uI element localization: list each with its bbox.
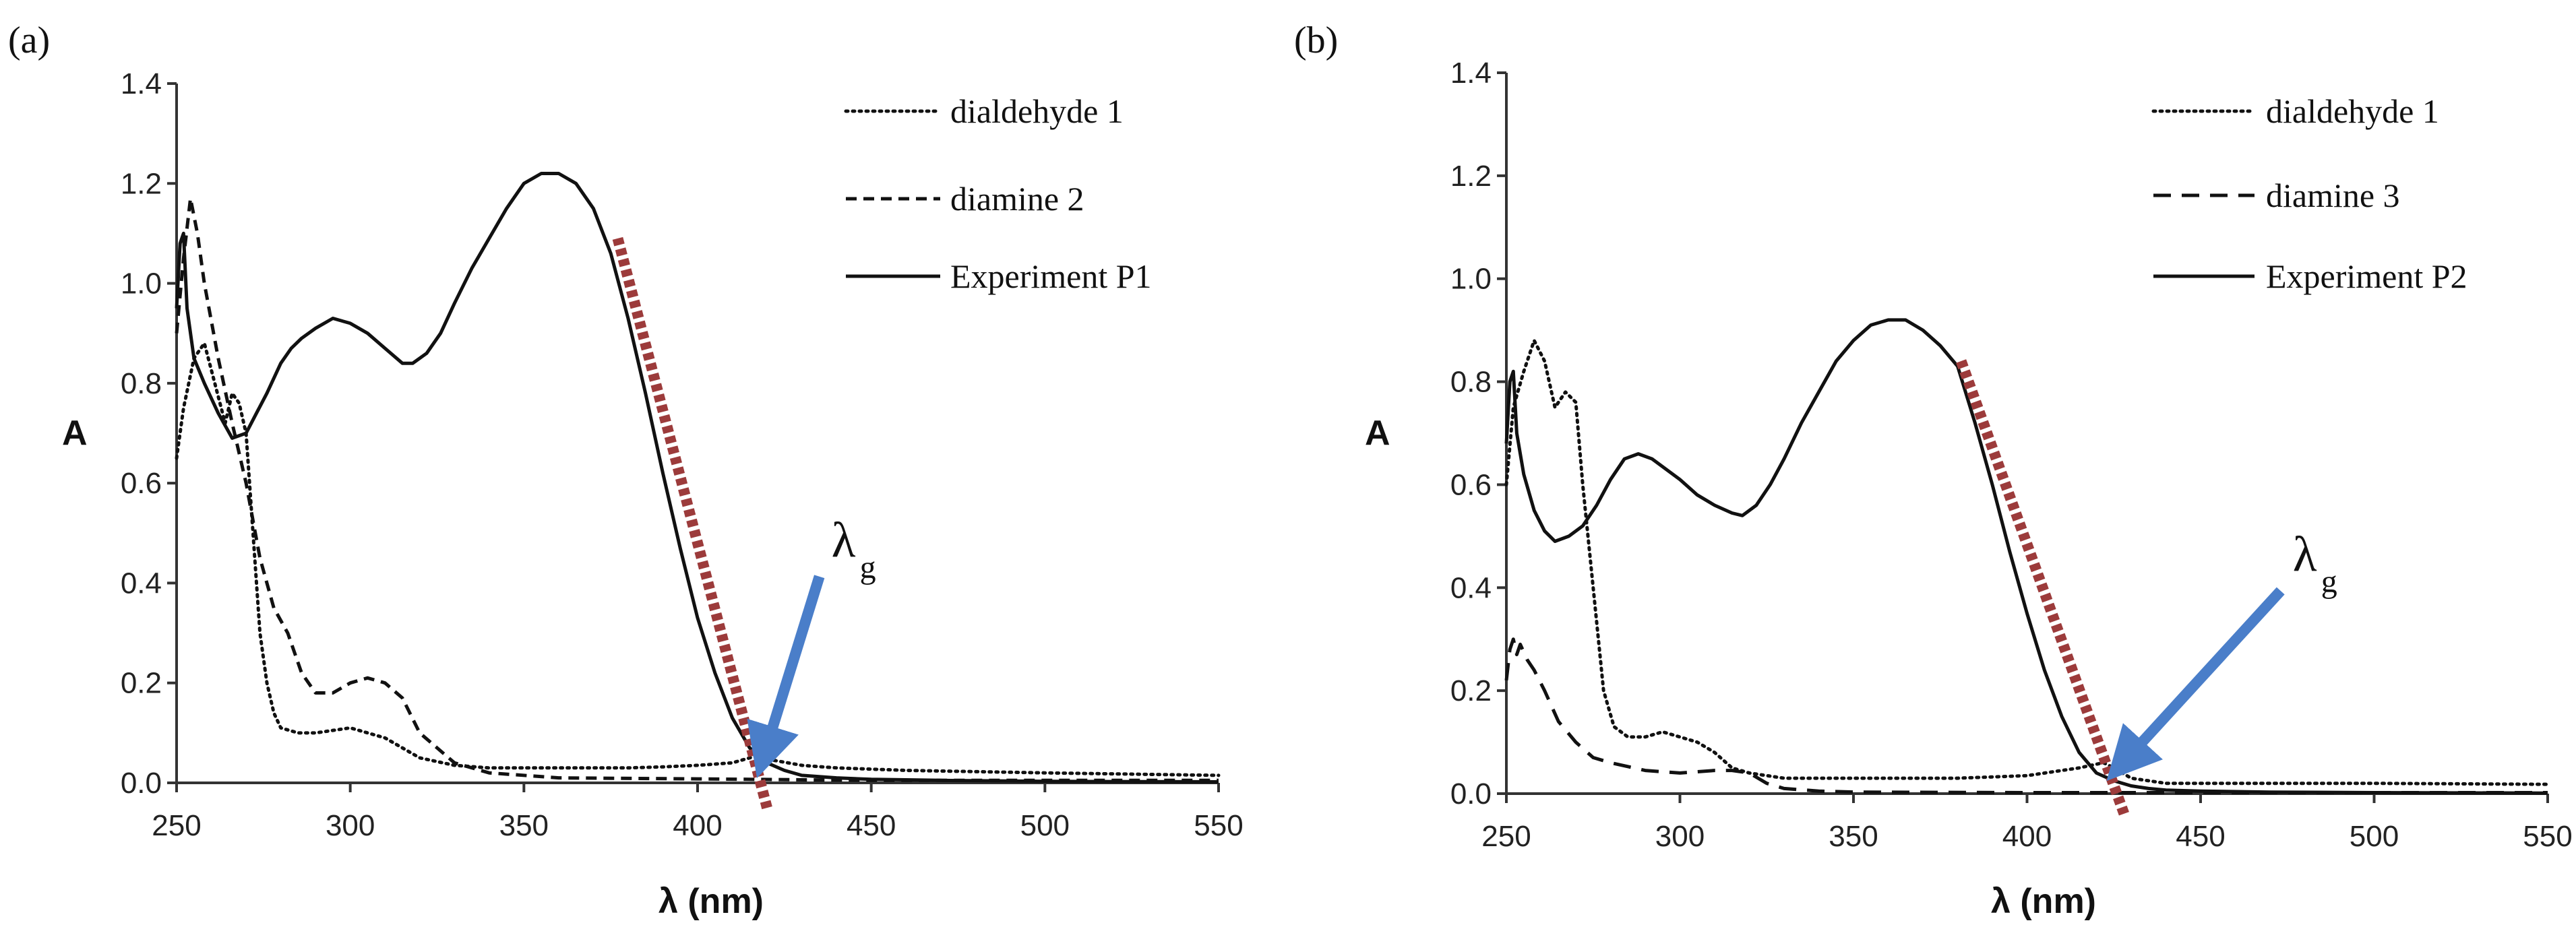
series-line-dialdehyde-1 [1504,338,2550,786]
lambda-g-annotation: λ g [832,513,876,585]
y-axis-label: A [62,414,88,453]
panel-label: (b) [1294,20,1338,61]
y-tick-labels: 0.0 0.2 0.4 0.6 0.8 1.0 1.2 1.4 [1450,57,1492,810]
legend-label-experiment-p1: Experiment P1 [950,257,1152,295]
lambda-g-annotation: λ g [2293,527,2337,600]
x-tick-label: 500 [1020,809,1070,842]
x-tick-label: 400 [673,809,722,842]
x-tick-label: 400 [2002,820,2052,853]
chart-panel-b: (b) 0.0 0.2 0.4 0.6 0.8 1.0 1.2 1.4 250 300 350 40… [1294,20,2573,921]
x-tick-label: 500 [2350,820,2399,853]
lambda-g-subscript: g [860,550,876,585]
tick-marks [1497,71,2549,803]
x-tick-label: 350 [1829,820,1878,853]
legend-label-diamine-3: diamine 3 [2266,177,2400,214]
series-line-diamine-3 [1504,637,2548,794]
y-axis-label: A [1365,414,1390,453]
lambda-g-subscript: g [2321,564,2337,600]
x-tick-label: 450 [847,809,896,842]
lambda-g-symbol: λ [832,513,856,568]
legend: dialdehyde 1 diamine 2 Experiment P1 [844,92,1152,295]
x-tick-labels: 250 300 350 400 450 500 550 [152,809,1243,842]
tick-marks [167,82,1220,792]
y-tick-label: 1.2 [1450,160,1492,193]
y-tick-label: 0.4 [1450,571,1492,604]
series-line-diamine-2 [175,197,1219,782]
x-tick-label: 550 [1194,809,1243,842]
x-axis-label: λ (nm) [1991,882,2096,921]
y-tick-label: 0.4 [121,567,162,600]
y-tick-label: 0.2 [1450,674,1492,707]
x-tick-label: 450 [2176,820,2225,853]
y-tick-label: 1.0 [121,267,162,300]
x-axis-label: λ (nm) [658,882,764,921]
x-tick-label: 300 [326,809,375,842]
lambda-g-arrow [747,575,825,779]
lambda-g-arrow [2106,587,2285,782]
tangent-line [1956,359,2130,817]
legend-label-diamine-2: diamine 2 [950,180,1084,218]
x-tick-label: 300 [1655,820,1705,853]
x-tick-label: 350 [499,809,549,842]
legend: dialdehyde 1 diamine 3 Experiment P2 [2151,92,2467,295]
y-tick-label: 0.6 [121,467,162,500]
legend-label-experiment-p2: Experiment P2 [2266,257,2467,295]
series-line-dialdehyde-1 [175,342,1221,777]
tangent-line [612,236,772,810]
y-tick-label: 1.0 [1450,263,1492,296]
y-tick-label: 1.4 [1450,57,1492,90]
lambda-g-symbol: λ [2293,527,2317,582]
x-tick-label: 550 [2523,820,2572,853]
x-tick-label: 250 [1481,820,1531,853]
panel-label: (a) [8,20,50,61]
y-tick-label: 1.4 [121,67,162,100]
y-tick-label: 0.2 [121,667,162,700]
y-tick-label: 0.8 [121,367,162,400]
y-tick-label: 0.0 [1450,777,1492,810]
y-tick-label: 1.2 [121,167,162,200]
x-tick-labels: 250 300 350 400 450 500 550 [1481,820,2572,853]
x-tick-label: 250 [152,809,201,842]
legend-label-dialdehyde-1: dialdehyde 1 [2266,92,2439,130]
chart-panel-a: (a) 0.0 0.2 0.4 0.6 0.8 1.0 1.2 1.4 250 300 350 40… [8,20,1244,921]
y-tick-labels: 0.0 0.2 0.4 0.6 0.8 1.0 1.2 1.4 [121,67,162,800]
y-tick-label: 0.0 [121,767,162,800]
y-tick-label: 0.6 [1450,468,1492,501]
series-line-experiment-p2 [1504,318,2548,795]
legend-label-dialdehyde-1: dialdehyde 1 [950,92,1124,130]
y-tick-label: 0.8 [1450,366,1492,399]
